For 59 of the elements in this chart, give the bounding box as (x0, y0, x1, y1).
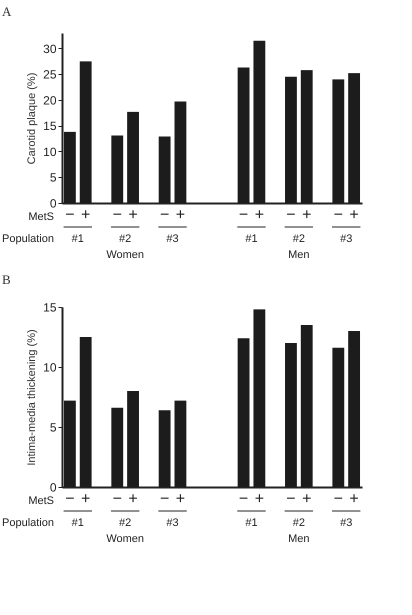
y-tick-label: 25 (43, 68, 57, 82)
x-tick-label: + (349, 490, 359, 508)
text: #3 (340, 233, 352, 245)
x-tick-label: − (160, 206, 170, 224)
x-tick-label: − (112, 490, 122, 508)
text: #2 (292, 233, 305, 245)
x-tick-label: − (65, 490, 75, 508)
chart-title: A (2, 4, 12, 19)
text: #1 (245, 233, 258, 245)
y-tick-label: 5 (50, 420, 57, 434)
x-tick-label: + (349, 206, 359, 224)
text: #3 (166, 517, 179, 529)
y-axis-title: Carotid plaque (%) (26, 72, 38, 164)
x-tick-label: − (286, 490, 296, 508)
x-tick-label: + (254, 206, 264, 224)
x-tick-label: + (128, 490, 138, 508)
text: #3 (340, 517, 352, 529)
y-tick-label: 10 (43, 360, 57, 374)
x-tick-label: + (81, 490, 90, 508)
text: #2 (119, 233, 132, 245)
x-tick-label: + (254, 490, 264, 508)
y-tick-label: 15 (43, 119, 57, 134)
x-tick-label: + (128, 206, 138, 224)
x-tick-label: + (176, 490, 186, 508)
x-tick-label: + (302, 490, 312, 508)
text: #1 (72, 233, 84, 245)
y-tick-label: 20 (43, 93, 57, 108)
y-tick-label: 0 (50, 480, 57, 494)
text: Population (2, 233, 54, 245)
y-tick-label: 0 (50, 196, 57, 210)
x-tick-label: − (112, 206, 122, 224)
y-tick-label: 5 (50, 170, 57, 185)
text: Women (106, 533, 144, 545)
text: Population (2, 517, 54, 529)
x-tick-label: − (334, 206, 343, 224)
text: #3 (166, 233, 179, 245)
chart-title: B (2, 272, 12, 287)
text: #2 (292, 517, 305, 529)
x-tick-label: − (160, 490, 170, 508)
text: Women (106, 249, 144, 261)
y-tick-label: 10 (43, 144, 57, 159)
x-tick-label: − (334, 490, 343, 508)
text: #1 (245, 517, 258, 529)
text: Men (288, 533, 310, 545)
x-tick-label: + (81, 206, 90, 224)
x-tick-label: + (176, 206, 186, 224)
text: #2 (119, 517, 132, 529)
text: Men (288, 249, 310, 261)
x-tick-label: − (238, 206, 248, 224)
y-tick-label: 30 (43, 42, 57, 56)
y-axis-title: Intima-media thickening (%) (26, 329, 38, 466)
x-tick-label: − (65, 206, 75, 224)
text: MetS (28, 495, 54, 507)
x-tick-label: − (238, 490, 248, 508)
x-tick-label: + (302, 206, 312, 224)
y-tick-label: 15 (43, 300, 57, 314)
text: #1 (72, 517, 84, 529)
text: MetS (28, 211, 54, 223)
x-tick-label: − (286, 206, 296, 224)
